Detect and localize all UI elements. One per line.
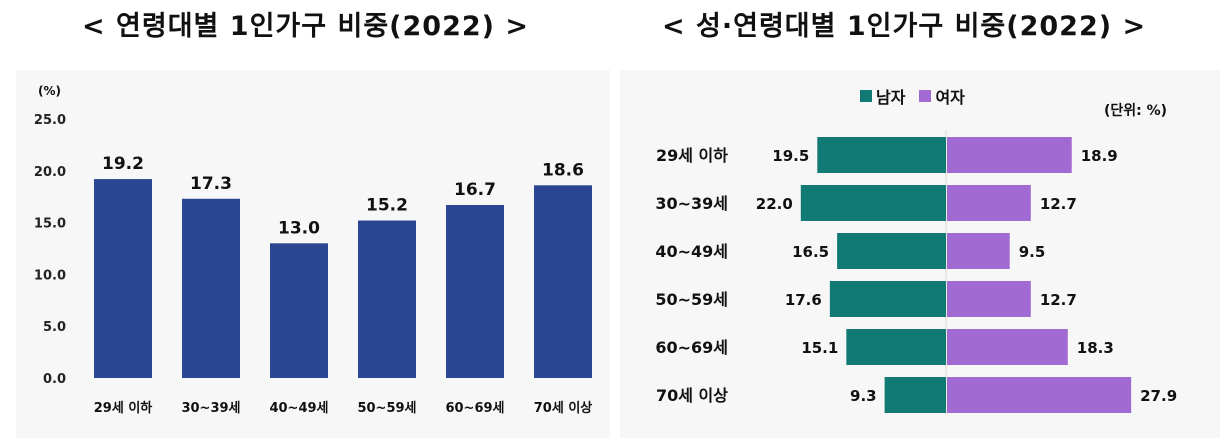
female-bar bbox=[947, 137, 1072, 173]
female-value-label: 27.9 bbox=[1140, 387, 1177, 405]
y-tick-label: 0.0 bbox=[43, 372, 66, 387]
gender-age-bar-chart: 남자 여자 (단위: %) 19.5 18.9 29세 이하 22.0 12.7 30~3… bbox=[620, 70, 1220, 438]
left-chart-title: < 연령대별 1인가구 비중(2022) > bbox=[82, 11, 530, 42]
age-bar-chart-svg: 0.0 5.0 10.0 15.0 20.0 25.0 19.2 29세 이하 17.3 30~3… bbox=[34, 113, 593, 416]
male-value-label: 16.5 bbox=[792, 243, 829, 261]
bar-value-label: 19.2 bbox=[102, 154, 144, 174]
x-category-label: 50~59세 bbox=[357, 401, 416, 416]
x-category-label: 70세 이상 bbox=[534, 400, 593, 416]
bar-value-label: 18.6 bbox=[542, 160, 584, 180]
bar bbox=[358, 220, 416, 378]
bar bbox=[534, 185, 592, 378]
male-value-label: 9.3 bbox=[850, 387, 877, 405]
female-bar bbox=[947, 185, 1031, 221]
legend-item-male: 남자 bbox=[860, 84, 905, 108]
male-value-label: 19.5 bbox=[772, 147, 809, 165]
female-value-label: 9.5 bbox=[1019, 243, 1046, 261]
bar bbox=[446, 204, 504, 378]
y-category-label: 50~59세 bbox=[655, 290, 728, 309]
x-category-label: 29세 이하 bbox=[94, 400, 153, 416]
right-unit-label: (단위: %) bbox=[1104, 103, 1168, 119]
y-tick-label: 10.0 bbox=[34, 268, 66, 283]
male-bar bbox=[837, 233, 946, 269]
x-category-label: 40~49세 bbox=[269, 401, 328, 416]
legend-label-female: 여자 bbox=[935, 88, 965, 107]
male-value-label: 15.1 bbox=[801, 339, 838, 357]
bar bbox=[270, 243, 328, 378]
male-value-label: 17.6 bbox=[785, 291, 822, 309]
y-category-label: 30~39세 bbox=[655, 194, 728, 213]
x-category-label: 30~39세 bbox=[181, 401, 240, 416]
y-tick-label: 15.0 bbox=[34, 217, 66, 232]
bar-value-label: 17.3 bbox=[190, 174, 232, 194]
female-value-label: 18.3 bbox=[1077, 339, 1114, 357]
y-category-label: 29세 이하 bbox=[656, 146, 728, 165]
bar-value-label: 13.0 bbox=[278, 218, 320, 238]
right-chart-title: < 성·연령대별 1인가구 비중(2022) > bbox=[662, 11, 1147, 42]
age-bar-chart: (%) 0.0 5.0 10.0 15.0 20.0 25.0 19.2 29세 이하 17.3… bbox=[16, 70, 610, 438]
y-category-label: 60~69세 bbox=[655, 338, 728, 357]
y-tick-label: 5.0 bbox=[43, 320, 66, 335]
bar-value-label: 16.7 bbox=[454, 180, 496, 200]
female-bar bbox=[947, 377, 1132, 413]
x-category-label: 60~69세 bbox=[445, 401, 504, 416]
legend: 남자 여자 bbox=[860, 84, 965, 108]
male-bar bbox=[829, 281, 946, 317]
female-bar bbox=[947, 329, 1068, 365]
female-value-label: 12.7 bbox=[1040, 195, 1077, 213]
y-tick-label: 20.0 bbox=[34, 165, 66, 180]
legend-swatch-female bbox=[919, 90, 932, 102]
y-category-label: 40~49세 bbox=[655, 242, 728, 261]
left-unit-label: (%) bbox=[38, 84, 61, 98]
male-value-label: 22.0 bbox=[756, 195, 793, 213]
female-value-label: 12.7 bbox=[1040, 291, 1077, 309]
y-category-label: 70세 이상 bbox=[656, 386, 728, 405]
y-tick-label: 25.0 bbox=[34, 113, 66, 128]
bar bbox=[182, 198, 240, 378]
bar bbox=[94, 179, 152, 378]
legend-swatch-male bbox=[860, 90, 872, 102]
gender-age-bar-chart-svg: 19.5 18.9 29세 이하 22.0 12.7 30~39세 16.5 9.5 40~49… bbox=[655, 130, 1177, 415]
male-bar bbox=[800, 185, 946, 221]
bar-value-label: 15.2 bbox=[366, 196, 408, 216]
female-value-label: 18.9 bbox=[1081, 147, 1118, 165]
male-bar bbox=[884, 377, 946, 413]
male-bar bbox=[817, 137, 946, 173]
female-bar bbox=[947, 281, 1031, 317]
male-bar bbox=[846, 329, 946, 365]
legend-label-male: 남자 bbox=[876, 88, 906, 107]
female-bar bbox=[947, 233, 1010, 269]
legend-item-female: 여자 bbox=[919, 84, 965, 108]
